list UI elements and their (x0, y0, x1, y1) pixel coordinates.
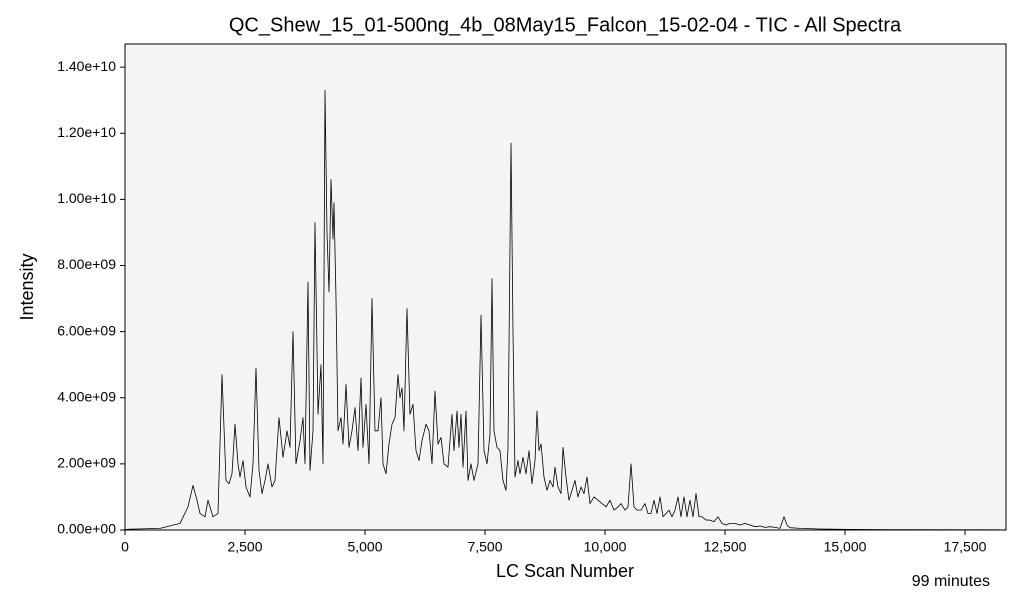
y-tick-label: 8.00e+09 (57, 256, 116, 272)
y-tick-label: 2.00e+09 (57, 455, 116, 471)
x-tick-label: 0 (121, 539, 129, 555)
y-tick-label: 6.00e+09 (57, 322, 116, 338)
x-tick-label: 12,500 (704, 539, 747, 555)
x-tick-label: 7,500 (467, 539, 502, 555)
chart-title: QC_Shew_15_01-500ng_4b_08May15_Falcon_15… (229, 14, 902, 36)
annotation: 99 minutes (912, 573, 990, 590)
tic-line (124, 89, 1001, 531)
y-tick-label: 1.20e+10 (57, 124, 116, 140)
x-tick-label: 15,000 (824, 539, 867, 555)
y-axis-label: Intensity (17, 253, 37, 320)
plot-frame (124, 43, 1007, 531)
y-tick-label: 4.00e+09 (57, 388, 116, 404)
y-tick-label: 0.00e+00 (57, 521, 116, 537)
y-tick-label: 1.40e+10 (57, 58, 116, 74)
x-tick-label: 10,000 (584, 539, 627, 555)
y-tick-label: 1.00e+10 (57, 190, 116, 206)
plot-area (125, 44, 1006, 530)
x-axis-label: LC Scan Number (496, 561, 634, 581)
x-tick-label: 2,500 (227, 539, 262, 555)
x-tick-label: 17,500 (944, 539, 987, 555)
x-tick-label: 5,000 (347, 539, 382, 555)
